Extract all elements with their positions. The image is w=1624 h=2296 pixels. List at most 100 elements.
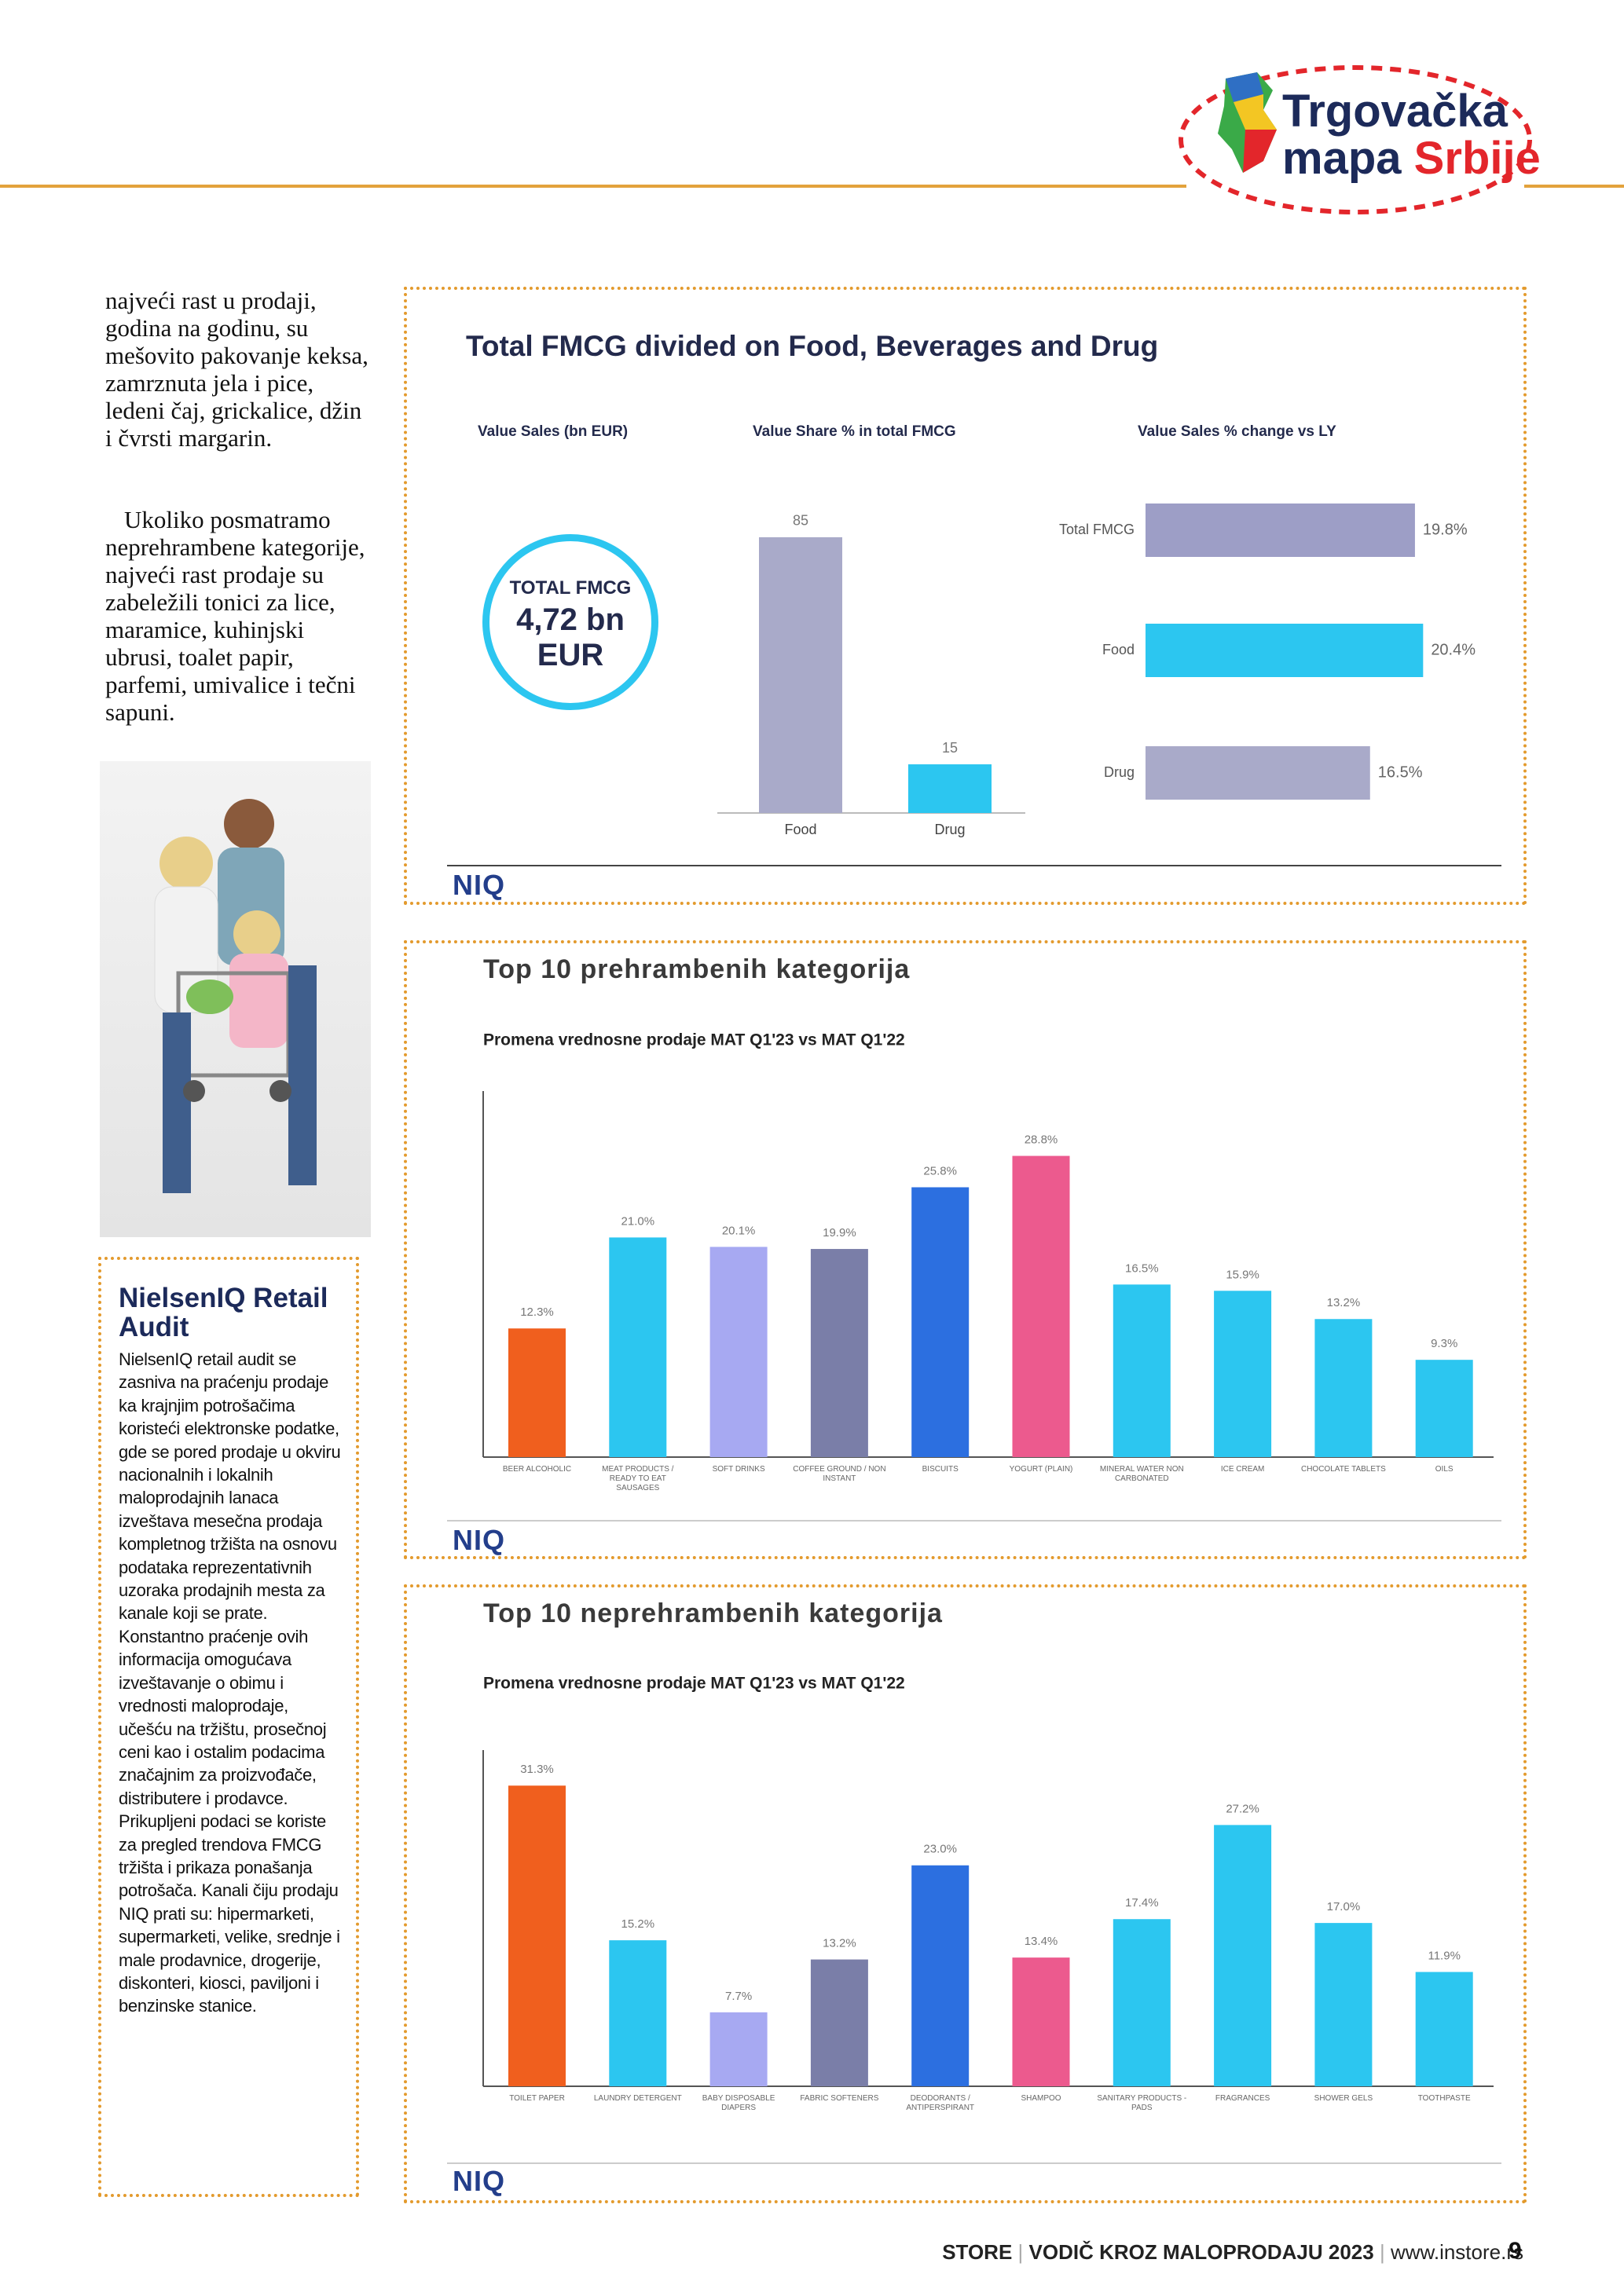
category-label: MEAT PRODUCTS / READY TO EAT SAUSAGES [602,1465,674,1492]
bar [911,1187,970,1457]
bar [1012,1957,1070,2086]
category-label: MINERAL WATER NON CARBONATED [1099,1465,1184,1483]
category-label: SHAMPOO [1021,2094,1061,2103]
panel-rule [447,2162,1501,2164]
logo-ring [1179,65,1532,214]
brand-logo: NIQ [453,2165,506,2197]
bar [508,1785,566,2086]
bar [1012,1155,1070,1457]
category-label: COFFEE GROUND / NON INSTANT [793,1465,886,1483]
bar [1314,1319,1373,1457]
category-label: Drug [934,822,965,837]
category-label: Food [1102,642,1135,657]
category-label: SHOWER GELS [1314,2094,1373,2103]
category-label: Food [784,822,816,837]
value-label: 13.2% [823,1937,856,1950]
category-label: CHOCOLATE TABLETS [1300,1465,1386,1474]
value-label: 12.3% [520,1305,554,1319]
category-label: Total FMCG [1059,522,1135,537]
chart-title: Top 10 neprehrambenih kategorija [483,1598,943,1628]
footer-title: VODIČ KROZ MALOPRODAJU 2023 [1028,2240,1374,2264]
bar [810,1959,868,2086]
logo-map [1234,94,1277,130]
paragraph: Ukoliko posmatramo neprehrambene kategor… [105,506,365,726]
bar [810,1249,868,1457]
panel-rule [447,865,1501,866]
category-label: BEER ALCOHOLIC [502,1465,572,1474]
bar [609,1237,667,1457]
category-label: YOGURT (PLAIN) [1009,1465,1073,1474]
logo-word: Srbije [1413,133,1541,184]
paragraph: najveći rast u prodaji, godina na godinu… [105,287,368,452]
value-label: 20.1% [722,1224,756,1237]
category-label: ICE CREAM [1220,1465,1265,1474]
category-label: FRAGRANCES [1215,2094,1270,2103]
value-label: 16.5% [1125,1262,1159,1275]
bar [1415,1972,1473,2086]
value-label: 15 [942,740,958,756]
panel-title: Total FMCG divided on Food, Beverages an… [466,330,1159,362]
sidebar-title: NielsenIQ Retail Audit [119,1283,328,1342]
category-label: TOILET PAPER [509,2094,565,2103]
value-label: 27.2% [1226,1802,1259,1815]
brand-logo: NIQ [453,1524,506,1556]
chart-subtitle: Promena vrednosne prodaje MAT Q1'23 vs M… [483,1031,905,1049]
logo-word: mapa [1282,133,1402,184]
panel-rule [447,1520,1501,1522]
photo [100,761,371,1237]
chart-panel [404,1584,1527,2203]
bar [1415,1360,1473,1457]
bar [1314,1923,1373,2086]
badge-line: 4,72 bn [516,602,625,637]
value-label: 7.7% [725,1990,752,2003]
badge-line: TOTAL FMCG [509,577,632,599]
bar [1146,746,1370,800]
category-label: DEODORANTS / ANTIPERSPIRANT [906,2094,975,2112]
panel-subtitle: Value Sales (bn EUR) [478,423,629,440]
category-label: BISCUITS [922,1465,959,1474]
chart-panel [404,940,1527,1559]
chart-subtitle: Value Share % in total FMCG [753,423,956,440]
logo-map [1243,130,1277,173]
logo-line1: Trgovačka [1282,86,1508,137]
bar [709,1247,768,1457]
value-label: 20.4% [1431,641,1476,658]
footer-sep: | [1379,2240,1385,2264]
sidebar-body: NielsenIQ retail audit se zasniva na pra… [119,1349,341,2016]
bar [759,536,842,813]
logo-line2: mapa Srbije [1282,135,1541,182]
logo-mark [1179,65,1532,214]
category-label: OILS [1435,1465,1454,1474]
value-label: 28.8% [1025,1133,1058,1147]
value-label: 13.4% [1025,1935,1058,1948]
brand-logo: NIQ [453,869,506,901]
total-badge: TOTAL FMCG 4,72 bn EUR [482,534,658,710]
chart-subtitle: Value Sales % change vs LY [1138,423,1336,440]
value-label: 23.0% [923,1843,957,1856]
bar [709,2012,768,2086]
header-rule [1524,185,1624,188]
bar [1146,624,1424,677]
value-label: 9.3% [1431,1337,1457,1350]
badge-line: EUR [537,638,604,672]
bar [508,1328,566,1457]
value-label: 17.0% [1327,1900,1361,1913]
chart-subtitle: Promena vrednosne prodaje MAT Q1'23 vs M… [483,1675,905,1693]
footer-magazine: STORE [942,2240,1013,2264]
value-label: 85 [793,513,808,529]
bar [1214,1291,1272,1457]
value-label: 21.0% [621,1214,655,1228]
bar [609,1940,667,2086]
category-label: Drug [1104,764,1135,780]
sidebar-box: NielsenIQ Retail Audit NielsenIQ retail … [98,1257,359,2197]
category-label: TOOTHPASTE [1417,2094,1471,2103]
category-label: BABY DISPOSABLE DIAPERS [702,2094,775,2112]
footer-sep: | [1017,2240,1024,2264]
footer: STORE | VODIČ KROZ MALOPRODAJU 2023 | ww… [942,2240,1523,2265]
category-label: LAUNDRY DETERGENT [593,2094,682,2103]
bar [1113,1919,1171,2086]
value-label: 15.9% [1226,1268,1259,1281]
category-label: SOFT DRINKS [712,1465,765,1474]
